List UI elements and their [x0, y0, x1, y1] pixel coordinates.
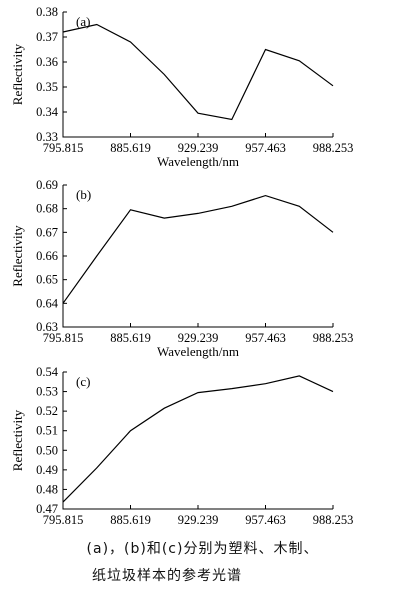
x-tick-label: 957.463	[245, 141, 286, 155]
x-tick-label: 795.815	[43, 513, 84, 527]
x-axis-title: Wavelength/nm	[157, 154, 239, 169]
x-tick-label: 885.619	[110, 141, 151, 155]
axis-frame	[62, 12, 333, 138]
y-tick-label: 0.33	[36, 130, 58, 144]
figure-caption-line-1: (a)，(b)和(c)分别为塑料、木制、	[86, 541, 319, 557]
y-tick-label: 0.48	[36, 482, 58, 496]
y-tick-label: 0.50	[36, 443, 58, 457]
y-tick-label: 0.52	[36, 404, 58, 418]
y-tick-label: 0.54	[36, 365, 59, 379]
y-tick-label: 0.68	[36, 202, 58, 216]
x-tick-label: 929.239	[178, 141, 219, 155]
x-tick-label: 929.239	[178, 513, 219, 527]
y-tick-label: 0.69	[36, 178, 58, 192]
panel-label: (c)	[76, 374, 90, 389]
x-tick-label: 795.815	[43, 141, 84, 155]
chart-panel-0: 0.33 0.34 0.35 0.36 0.37 0.38 795.815 885.619 92…	[10, 5, 353, 169]
y-tick-label: 0.65	[36, 273, 58, 287]
figure-caption-line-2: 纸垃圾样本的参考光谱	[92, 568, 242, 584]
series-line	[62, 375, 334, 503]
y-tick-label: 0.36	[36, 55, 58, 69]
y-tick-label: 0.37	[36, 30, 58, 44]
y-tick-label: 0.38	[36, 5, 58, 19]
chart-panel-2: 0.47 0.48 0.49 0.50 0.51 0.52 0.53 0.54 795.815 8…	[10, 365, 353, 527]
chart-panel-1: 0.63 0.64 0.65 0.66 0.67 0.68 0.69 795.815 885.6…	[10, 178, 353, 359]
x-tick-label: 929.239	[178, 331, 219, 345]
x-tick-label: 988.253	[313, 513, 354, 527]
y-axis-title: Reflectivity	[10, 43, 25, 105]
panel-label: (b)	[76, 187, 91, 202]
y-tick-label: 0.47	[36, 502, 58, 516]
y-tick-label: 0.63	[36, 320, 58, 334]
y-tick-label: 0.34	[36, 105, 59, 119]
x-tick-label: 795.815	[43, 331, 84, 345]
y-tick-label: 0.67	[36, 225, 58, 239]
x-tick-label: 957.463	[245, 513, 286, 527]
series-line	[62, 194, 334, 304]
y-tick-label: 0.66	[36, 249, 58, 263]
y-axis-title: Reflectivity	[10, 225, 25, 287]
x-axis-title: Wavelength/nm	[157, 344, 239, 359]
x-tick-label: 957.463	[245, 331, 286, 345]
series-line	[62, 23, 334, 121]
y-axis-title: Reflectivity	[10, 409, 25, 471]
axis-frame	[62, 185, 333, 328]
panel-label: (a)	[76, 14, 90, 29]
y-tick-label: 0.35	[36, 80, 58, 94]
y-tick-label: 0.51	[36, 424, 58, 438]
x-tick-label: 988.253	[313, 141, 354, 155]
y-tick-label: 0.53	[36, 385, 58, 399]
y-tick-label: 0.64	[36, 296, 59, 310]
x-tick-label: 885.619	[110, 331, 151, 345]
y-tick-label: 0.49	[36, 463, 58, 477]
x-tick-label: 885.619	[110, 513, 151, 527]
x-tick-label: 988.253	[313, 331, 354, 345]
